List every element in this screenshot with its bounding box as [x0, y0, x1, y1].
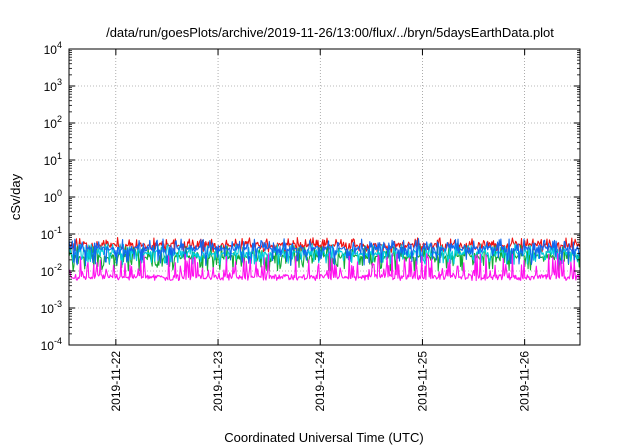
series-line-5 [68, 252, 581, 282]
x-tick-label: 2019-11-26 [518, 351, 532, 412]
series-line-4 [68, 238, 581, 267]
x-tick-label: 2019-11-25 [415, 351, 429, 412]
y-tick-label: 10-4 [41, 336, 62, 353]
x-ticks: 2019-11-22 2019-11-23 2019-11-24 2019-11-25… [109, 49, 532, 412]
chart-title: /data/run/goesPlots/archive/2019-11-26/1… [106, 25, 554, 40]
y-tick-label: 10-1 [41, 225, 62, 242]
series-line-3 [68, 243, 581, 265]
y-tick-label: 100 [44, 188, 62, 205]
y-tick-label: 10-2 [41, 262, 62, 279]
y-axis-label: cSv/day [8, 173, 23, 220]
x-tick-label: 2019-11-23 [211, 351, 225, 412]
y-tick-label: 103 [44, 77, 62, 94]
y-tick-label: 104 [44, 40, 62, 57]
y-ticks: 10-4 10-3 10-2 10-1 100 101 102 103 104 [41, 40, 580, 353]
x-axis-label: Coordinated Universal Time (UTC) [224, 430, 423, 445]
y-tick-label: 101 [44, 151, 62, 168]
x-tick-label: 2019-11-22 [109, 351, 123, 412]
x-tick-label: 2019-11-24 [313, 351, 327, 412]
series-group [68, 237, 581, 282]
y-tick-label: 102 [44, 114, 62, 131]
grid [69, 49, 580, 345]
y-tick-label: 10-3 [41, 299, 62, 316]
